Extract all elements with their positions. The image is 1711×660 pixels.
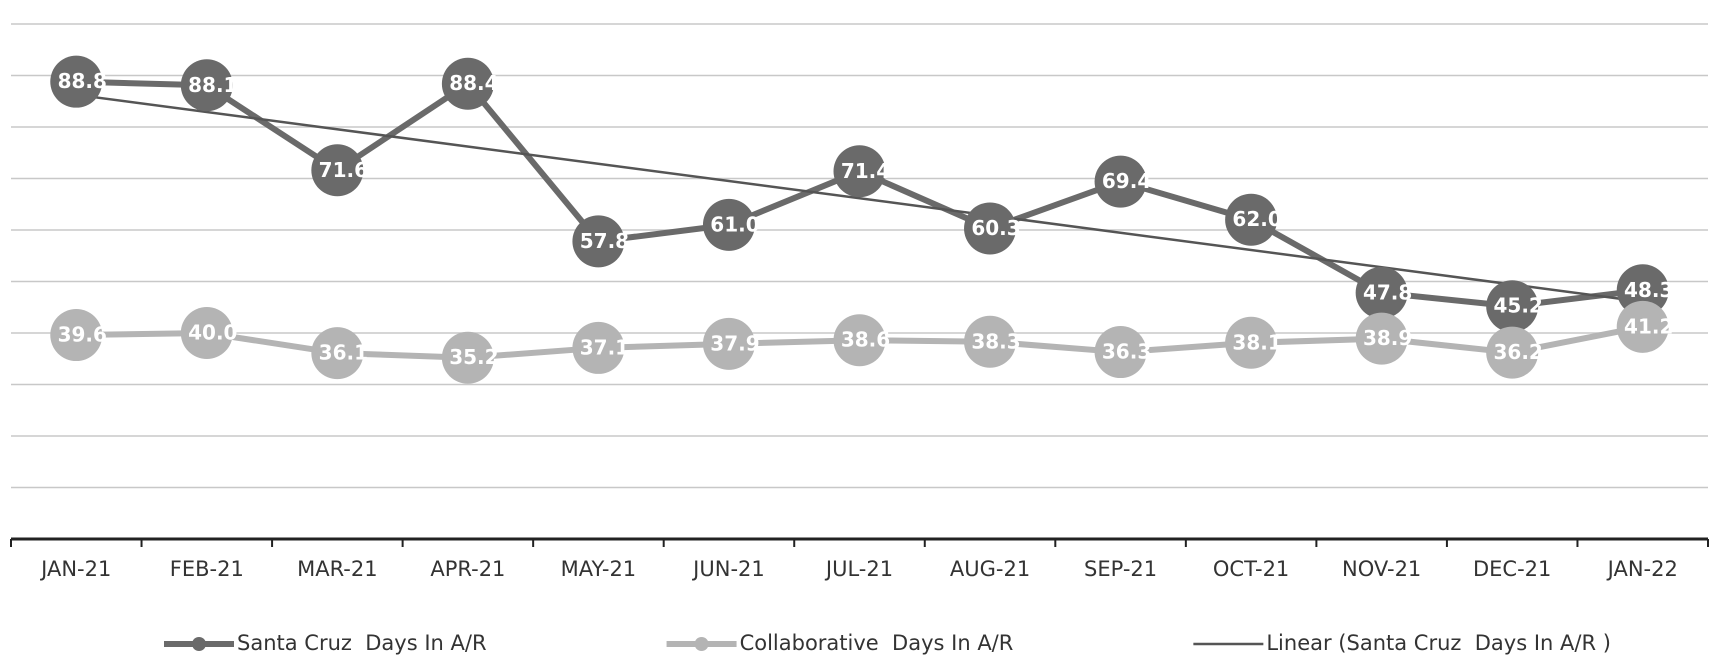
marker [1486, 280, 1539, 333]
marker [1225, 316, 1278, 369]
trendline [76, 93, 1643, 303]
value-label: 48.3 [1624, 278, 1673, 302]
value-label: 38.6 [841, 328, 890, 352]
value-label: 60.3 [971, 216, 1020, 240]
legend-marker [192, 637, 206, 651]
value-label: 88.1 [188, 73, 237, 97]
value-label: 57.8 [580, 229, 629, 253]
legend-label: Linear (Santa Cruz Days In A/R ) [1266, 631, 1611, 655]
marker [441, 57, 494, 110]
x-tick-label: NOV-21 [1342, 557, 1421, 581]
value-label: 38.3 [971, 329, 1020, 353]
value-label: 37.1 [580, 335, 629, 359]
marker [964, 202, 1017, 255]
x-tick-label: MAR-21 [297, 557, 378, 581]
x-tick-label: MAY-21 [561, 557, 637, 581]
marker [1225, 193, 1278, 246]
x-tick-label: DEC-21 [1473, 557, 1551, 581]
marker [180, 307, 233, 359]
marker [1355, 266, 1408, 319]
value-label: 36.1 [319, 341, 368, 365]
marker [1094, 326, 1147, 379]
marker [572, 215, 625, 268]
value-label: 71.4 [841, 159, 890, 183]
x-tick-label: JAN-22 [1606, 557, 1678, 581]
marker [180, 59, 233, 112]
marker [311, 144, 364, 197]
value-label: 35.2 [449, 345, 498, 369]
marker [1094, 155, 1147, 208]
value-label: 62.0 [1232, 207, 1281, 231]
x-tick-label: OCT-21 [1213, 557, 1289, 581]
x-tick-label: FEB-21 [170, 557, 244, 581]
marker [964, 315, 1017, 368]
value-label: 88.4 [449, 71, 498, 95]
x-tick-label: JUN-21 [691, 557, 765, 581]
marker [50, 55, 103, 108]
x-tick-label: APR-21 [430, 557, 505, 581]
marker [1486, 326, 1539, 379]
marker [311, 327, 364, 380]
legend-item: Linear (Santa Cruz Days In A/R ) [1193, 631, 1611, 655]
marker [50, 309, 103, 362]
marker [833, 145, 886, 198]
x-tick-label: JAN-21 [39, 557, 111, 581]
legend-item: Collaborative Days In A/R [666, 631, 1014, 655]
legend-label: Collaborative Days In A/R [740, 631, 1014, 655]
x-tick-label: AUG-21 [950, 557, 1030, 581]
marker [572, 321, 625, 374]
x-tick-label: SEP-21 [1084, 557, 1157, 581]
marker [1616, 264, 1669, 317]
legend-label: Santa Cruz Days In A/R [237, 631, 487, 655]
value-label: 41.2 [1624, 314, 1673, 338]
value-label: 38.9 [1363, 326, 1412, 350]
marker [702, 198, 755, 251]
legend-item: Santa Cruz Days In A/R [164, 631, 487, 655]
value-label: 38.1 [1232, 330, 1281, 354]
value-label: 69.4 [1102, 169, 1151, 193]
value-label: 88.8 [58, 69, 107, 93]
value-label: 40.0 [188, 321, 237, 345]
value-label: 36.2 [1494, 340, 1543, 364]
marker [1616, 300, 1669, 353]
marker [441, 331, 494, 384]
value-label: 61.0 [710, 212, 759, 236]
value-label: 45.2 [1494, 294, 1543, 318]
value-label: 36.3 [1102, 340, 1151, 364]
marker [833, 314, 886, 367]
legend-marker [694, 637, 709, 651]
value-label: 47.8 [1363, 280, 1412, 304]
value-label: 39.6 [58, 323, 107, 347]
value-label: 37.9 [710, 331, 759, 355]
value-label: 71.6 [319, 158, 368, 182]
x-tick-label: JUL-21 [824, 557, 893, 581]
marker [702, 317, 755, 370]
marker [1355, 312, 1408, 365]
